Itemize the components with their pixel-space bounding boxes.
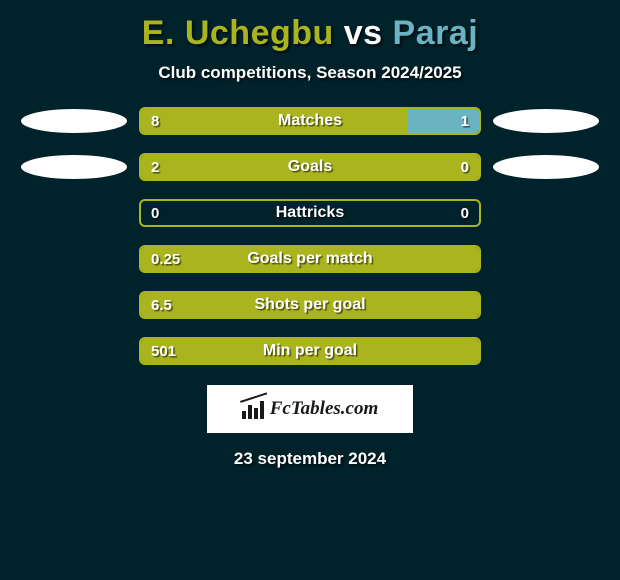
stat-bar: 501Min per goal [139,337,481,365]
stat-bar: 0 0Hattricks [139,199,481,227]
date-text: 23 september 2024 [234,449,386,469]
player1-photo [21,155,127,179]
stat-row: 0.25Goals per match [9,245,611,273]
stat-value-right: 0 [461,201,469,225]
stat-row: 81Matches [9,107,611,135]
stat-bar-right-fill [408,109,479,133]
stat-bar-left-fill [141,155,479,179]
stat-bar-left-fill [141,109,408,133]
player2-photo-slot [481,109,611,133]
stat-bar: 6.5Shots per goal [139,291,481,319]
stat-row: 6.5Shots per goal [9,291,611,319]
stat-bar-left-fill [141,339,479,363]
stat-bar-left-fill [141,247,479,271]
page-title: E. Uchegbu vs Paraj [142,14,478,53]
player2-photo-slot [481,155,611,179]
stat-row: 20Goals [9,153,611,181]
stat-bar: 0.25Goals per match [139,245,481,273]
stat-rows: 81Matches 20Goals 0 0Hattricks 0.25Goals per… [9,107,611,383]
logo-chart-icon [242,399,266,419]
player1-photo-slot [9,155,139,179]
player2-photo [493,109,599,133]
player1-name: E. Uchegbu [142,14,334,52]
stat-bar: 81Matches [139,107,481,135]
stat-value-left: 0 [151,201,159,225]
infographic-container: E. Uchegbu vs Paraj Club competitions, S… [0,0,620,469]
logo: FcTables.com [242,398,379,420]
subtitle: Club competitions, Season 2024/2025 [158,63,461,83]
player1-photo-slot [9,109,139,133]
stat-label: Hattricks [141,201,479,225]
logo-text: FcTables.com [270,398,379,420]
player1-photo [21,109,127,133]
player2-name: Paraj [393,14,479,52]
title-vs: vs [344,14,383,52]
stat-bar: 20Goals [139,153,481,181]
stat-bar-left-fill [141,293,479,317]
stat-row: 501Min per goal [9,337,611,365]
logo-box: FcTables.com [207,385,413,433]
player2-photo [493,155,599,179]
stat-row: 0 0Hattricks [9,199,611,227]
